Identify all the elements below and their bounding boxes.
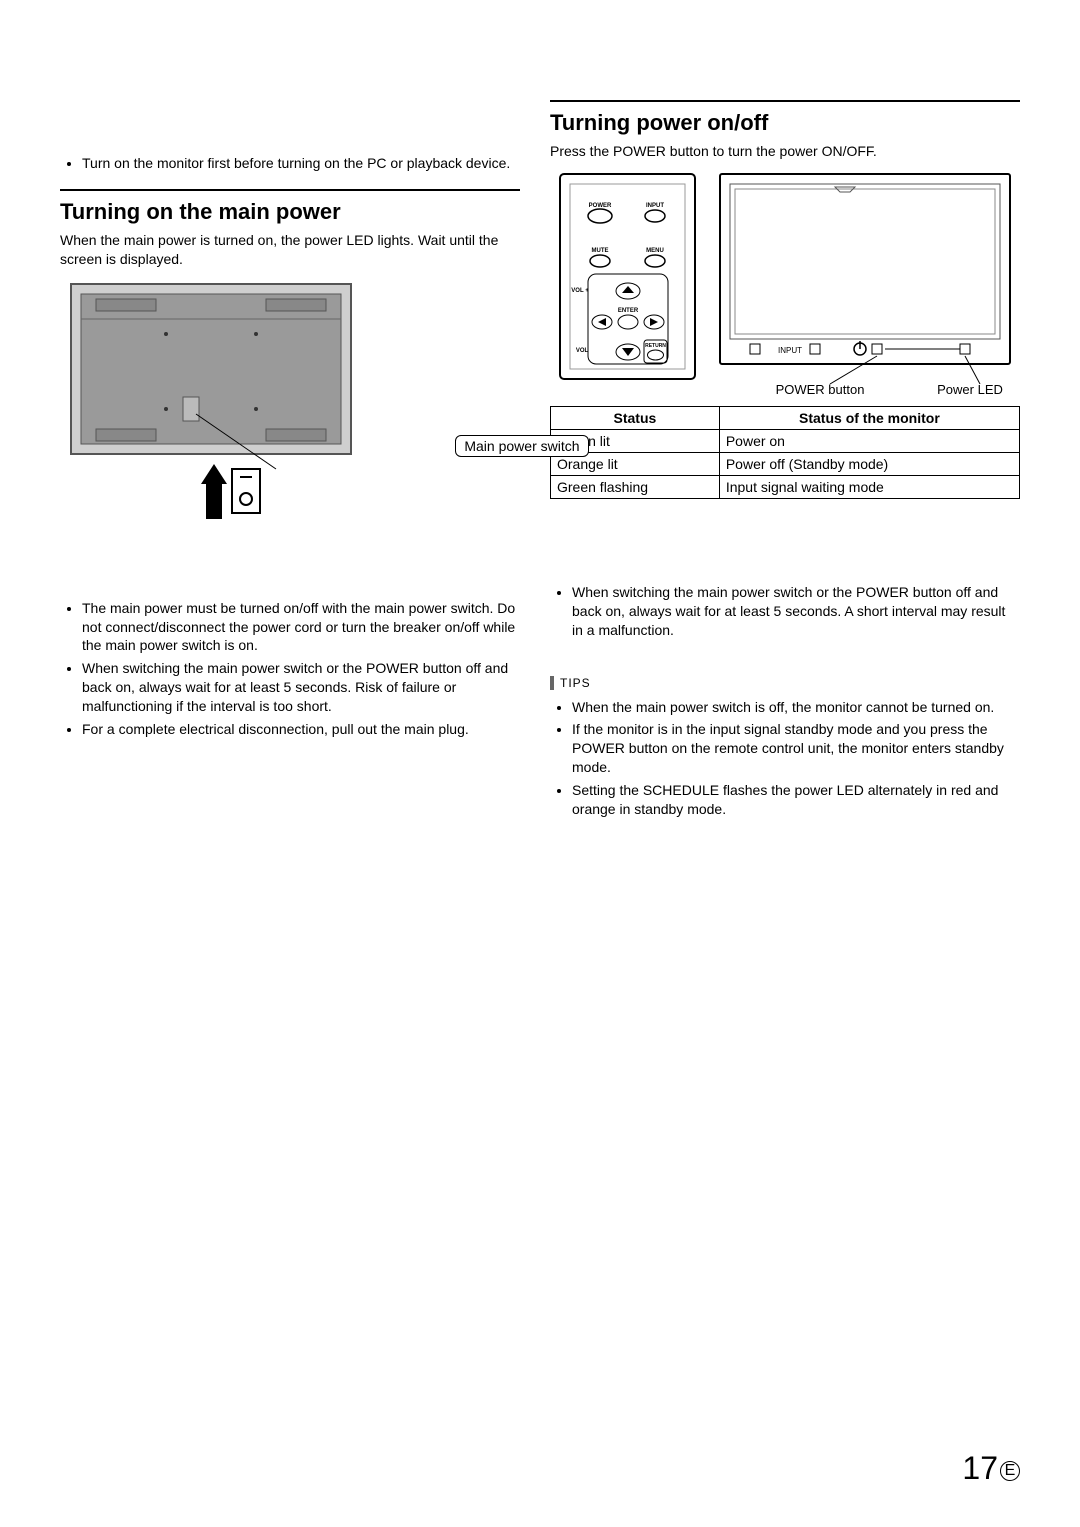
svg-text:INPUT: INPUT: [646, 203, 664, 209]
tips-label: TIPS: [550, 676, 591, 690]
svg-text:POWER: POWER: [589, 203, 612, 209]
right-intro: Press the POWER button to turn the power…: [550, 142, 1020, 161]
left-bullet-1: When switching the main power switch or …: [82, 659, 520, 716]
two-column-layout: Turn on the monitor first before turning…: [60, 100, 1020, 835]
svg-text:MUTE: MUTE: [592, 248, 609, 254]
right-bullets: When switching the main power switch or …: [550, 583, 1020, 640]
svg-text:POWER button: POWER button: [776, 382, 865, 397]
table-row: Green flashing Input signal waiting mode: [551, 475, 1020, 498]
left-intro: When the main power is turned on, the po…: [60, 231, 520, 269]
svg-text:VOL: VOL: [576, 348, 589, 354]
tip-1: If the monitor is in the input signal st…: [572, 720, 1020, 777]
table-row: Orange lit Power off (Standby mode): [551, 452, 1020, 475]
table-row: Green lit Power on: [551, 429, 1020, 452]
page-number-value: 17: [962, 1450, 998, 1486]
main-power-switch-label: Main power switch: [455, 435, 588, 457]
left-bullet-0: The main power must be turned on/off wit…: [82, 599, 520, 656]
status-table: Status Status of the monitor Green lit P…: [550, 406, 1020, 499]
page-number: 17E: [962, 1450, 1020, 1487]
left-bullets: The main power must be turned on/off wit…: [60, 599, 520, 739]
tip-0: When the main power switch is off, the m…: [572, 698, 1020, 717]
tip-2: Setting the SCHEDULE flashes the power L…: [572, 781, 1020, 819]
right-column: Turning power on/off Press the POWER but…: [550, 100, 1020, 835]
svg-text:RETURN: RETURN: [645, 343, 666, 349]
svg-text:INPUT: INPUT: [778, 346, 802, 355]
remote-and-panel-figure: POWER INPUT MUTE MENU VOL + VOL: [550, 169, 1020, 402]
left-bullet-2: For a complete electrical disconnection,…: [82, 720, 520, 739]
page-number-suffix: E: [1000, 1461, 1020, 1481]
right-heading: Turning power on/off: [550, 100, 1020, 136]
right-bullet-0: When switching the main power switch or …: [572, 583, 1020, 640]
tips-list: When the main power switch is off, the m…: [550, 698, 1020, 819]
svg-text:VOL +: VOL +: [571, 288, 589, 294]
svg-text:ENTER: ENTER: [618, 308, 639, 314]
monitor-rear-figure: Main power switch: [60, 279, 520, 545]
left-heading: Turning on the main power: [60, 189, 520, 225]
status-th-0: Status: [551, 406, 720, 429]
intro-bullet-list: Turn on the monitor first before turning…: [60, 154, 520, 173]
svg-text:MENU: MENU: [646, 248, 664, 254]
status-th-1: Status of the monitor: [719, 406, 1019, 429]
intro-bullet: Turn on the monitor first before turning…: [82, 154, 520, 173]
svg-text:Power LED: Power LED: [937, 382, 1003, 397]
left-column: Turn on the monitor first before turning…: [60, 100, 520, 835]
